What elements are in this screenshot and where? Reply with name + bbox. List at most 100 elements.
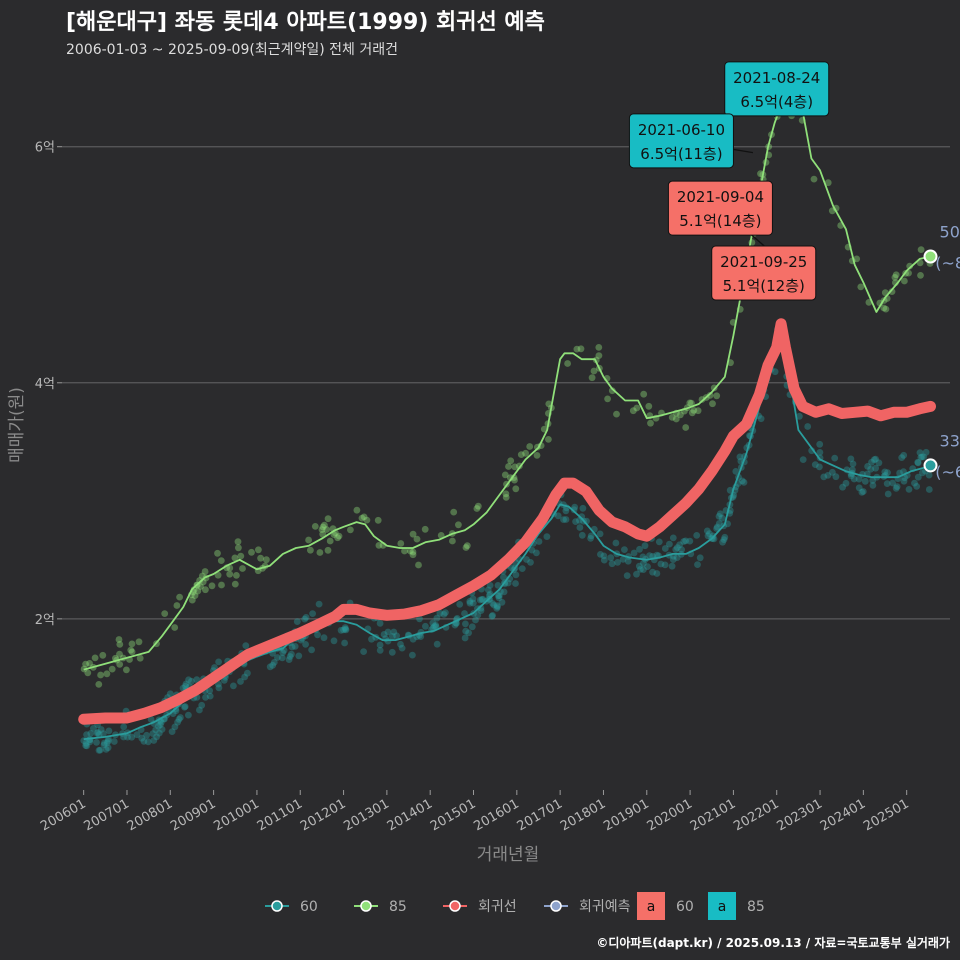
scatter-point-85 xyxy=(316,549,324,556)
chart-subtitle: 2006-01-03 ~ 2025-09-09(최근계약일) 전체 거래건 xyxy=(66,42,398,58)
scatter-point-85 xyxy=(824,179,832,187)
annotations: 2021-08-24 6.5억(4층) 2021-06-10 6.5억(11층) 202… xyxy=(628,61,830,301)
end-area-label-60: (~60㎡) xyxy=(935,462,960,481)
scatter-point-85 xyxy=(173,602,181,609)
scatter-point-60 xyxy=(95,747,103,754)
scatter-point-85 xyxy=(450,508,458,516)
scatter-point-85 xyxy=(188,596,196,604)
scatter-point-85 xyxy=(127,646,135,654)
scatter-point-60 xyxy=(916,449,924,456)
scatter-point-85 xyxy=(588,374,596,382)
scatter-point-60 xyxy=(288,643,296,651)
scatter-point-60 xyxy=(103,739,111,747)
scatter-point-60 xyxy=(155,722,162,730)
scatter-point-60 xyxy=(302,614,310,621)
scatter-point-60 xyxy=(451,621,459,629)
x-tick-label: 200701 xyxy=(81,796,131,834)
scatter-point-85 xyxy=(906,262,914,270)
scatter-point-60 xyxy=(95,731,103,738)
scatter-point-60 xyxy=(644,563,651,570)
end-labels: 50,683 (~85㎡) 33,091 (~60㎡) xyxy=(923,222,960,481)
scatter-point-60 xyxy=(829,468,836,476)
chart-title: [해운대구] 좌동 롯데4 아파트(1999) 회귀선 예측 xyxy=(66,10,545,35)
scatter-point-60 xyxy=(716,510,724,518)
scatter-point-60 xyxy=(295,652,303,660)
source-caption: ©디아파트(dapt.kr) / 2025.09.13 / 자료=국토교통부 실… xyxy=(596,935,950,950)
scatter-point-85 xyxy=(239,565,246,572)
scatter-point-85 xyxy=(505,463,512,470)
scatter-point-60 xyxy=(646,552,653,560)
scatter-point-60 xyxy=(533,549,540,557)
scatter-point-60 xyxy=(124,733,131,741)
scatter-point-60 xyxy=(150,737,158,744)
scatter-point-60 xyxy=(649,568,656,576)
scatter-point-60 xyxy=(341,624,349,631)
scatter-point-85 xyxy=(595,344,603,351)
scatter-point-60 xyxy=(147,716,155,723)
scatter-point-60 xyxy=(655,538,663,546)
scatter-point-60 xyxy=(102,746,110,753)
scatter-point-60 xyxy=(657,560,665,568)
callout-date: 2021-09-25 xyxy=(720,253,807,271)
scatter-point-60 xyxy=(97,726,105,733)
scatter-point-60 xyxy=(166,690,174,698)
scatter-point-85 xyxy=(108,665,116,673)
scatter-point-60 xyxy=(495,594,503,602)
scatter-point-60 xyxy=(850,475,858,483)
scatter-point-60 xyxy=(309,610,316,617)
scatter-point-85 xyxy=(501,471,509,479)
scatter-point-60 xyxy=(157,719,165,726)
x-tick-label: 202101 xyxy=(688,796,738,834)
scatter-point-85 xyxy=(810,175,818,183)
scatter-point-60 xyxy=(527,559,534,566)
scatter-point-85 xyxy=(401,547,408,555)
scatter-point-85 xyxy=(115,636,123,643)
scatter-point-85 xyxy=(857,283,865,291)
scatter-point-85 xyxy=(191,592,199,599)
scatter-point-60 xyxy=(493,605,501,612)
scatter-point-85 xyxy=(136,654,144,662)
scatter-point-85 xyxy=(135,638,143,646)
scatter-point-60 xyxy=(918,453,926,461)
scatter-point-60 xyxy=(440,611,448,618)
scatter-point-85 xyxy=(853,255,861,263)
scatter-point-60 xyxy=(82,739,90,747)
scatter-point-85 xyxy=(698,396,706,403)
scatter-point-85 xyxy=(358,514,366,522)
scatter-point-60 xyxy=(673,554,681,561)
scatter-point-60 xyxy=(896,469,903,477)
scatter-point-85 xyxy=(321,521,328,529)
x-tick-label: 202401 xyxy=(818,796,868,834)
x-tick-label: 200801 xyxy=(125,796,175,834)
scatter-point-85 xyxy=(97,671,104,679)
regression-line xyxy=(78,318,936,725)
scatter-point-60 xyxy=(640,559,647,567)
scatter-point-60 xyxy=(104,744,112,752)
scatter-point-60 xyxy=(94,729,102,736)
scatter-point-60 xyxy=(796,412,803,420)
scatter-point-60 xyxy=(867,465,875,473)
scatter-point-60 xyxy=(633,570,640,578)
scatter-point-60 xyxy=(104,737,112,745)
scatter-point-85 xyxy=(592,356,600,364)
callout-box xyxy=(667,180,773,236)
scatter-point-60 xyxy=(637,566,644,573)
scatter-point-60 xyxy=(182,680,190,688)
scatter-point-60 xyxy=(562,507,570,515)
scatter-point-60 xyxy=(182,682,189,690)
scatter-point-60 xyxy=(870,456,878,464)
scatter-point-60 xyxy=(847,472,855,480)
scatter-point-85 xyxy=(217,557,225,564)
scatter-point-60 xyxy=(156,721,164,729)
scatter-point-85 xyxy=(511,463,519,471)
scatter-point-85 xyxy=(326,537,334,545)
scatter-point-60 xyxy=(839,483,846,491)
scatter-point-60 xyxy=(181,703,188,711)
scatter-point-85 xyxy=(123,666,130,674)
scatter-point-60 xyxy=(314,631,321,639)
scatter-point-60 xyxy=(824,472,832,479)
scatter-point-85 xyxy=(84,669,92,677)
scatter-point-60 xyxy=(884,469,891,476)
callout-price: 6.5억(4층) xyxy=(740,93,813,111)
scatter-point-60 xyxy=(302,641,309,648)
